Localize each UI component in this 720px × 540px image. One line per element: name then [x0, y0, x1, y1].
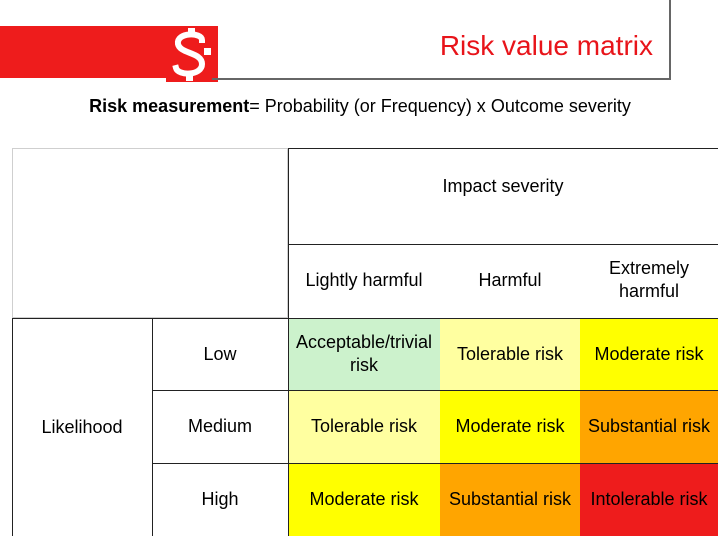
column-header-extremely-harmful-label: Extremely harmful — [608, 258, 689, 301]
grid-line — [288, 244, 718, 245]
formula-expression: = Probability (or Frequency) x Outcome s… — [249, 96, 631, 116]
likelihood-label: Likelihood — [41, 416, 123, 437]
risk-cell-low-lightly: Acceptable/trivial risk — [288, 318, 440, 390]
risk-cell-high-extreme: Intolerable risk — [580, 463, 718, 536]
row-label-high: High — [201, 489, 239, 509]
risk-matrix: Impact severity Lightly harmful Harmful … — [12, 148, 718, 536]
column-header-harmful: Harmful — [478, 269, 542, 290]
risk-cell-medium-harmful: Moderate risk — [440, 390, 580, 463]
formula-bold-term: Risk measurement — [89, 96, 250, 116]
risk-formula: Risk measurement= Probability (or Freque… — [0, 96, 720, 117]
risk-cell-medium-lightly: Tolerable risk — [288, 390, 440, 463]
risk-cell-high-lightly: Moderate risk — [288, 463, 440, 536]
column-header-extremely-harmful: Extremely harmful — [580, 244, 718, 316]
page-title: Risk value matrix — [439, 30, 653, 61]
s-logo-icon — [166, 26, 218, 82]
column-header-lightly-harmful: Lightly harmful — [305, 269, 423, 290]
row-label-medium: Medium — [187, 416, 253, 436]
grid-line — [12, 318, 13, 536]
risk-cell-low-harmful: Tolerable risk — [440, 318, 580, 390]
grid-line — [152, 390, 718, 391]
header-frame: Risk value matrix — [212, 0, 671, 80]
risk-cell-medium-extreme: Substantial risk — [580, 390, 718, 463]
grid-line — [12, 318, 718, 319]
matrix-blank-corner — [12, 148, 288, 318]
grid-line — [152, 318, 153, 536]
grid-line — [152, 463, 718, 464]
row-label-low: Low — [203, 343, 237, 364]
risk-cell-high-harmful: Substantial risk — [440, 463, 580, 536]
matrix-header-frame — [288, 148, 718, 318]
risk-cell-low-extreme: Moderate risk — [580, 318, 718, 390]
grid-line — [288, 148, 289, 536]
impact-severity-header: Impact severity — [442, 175, 564, 196]
